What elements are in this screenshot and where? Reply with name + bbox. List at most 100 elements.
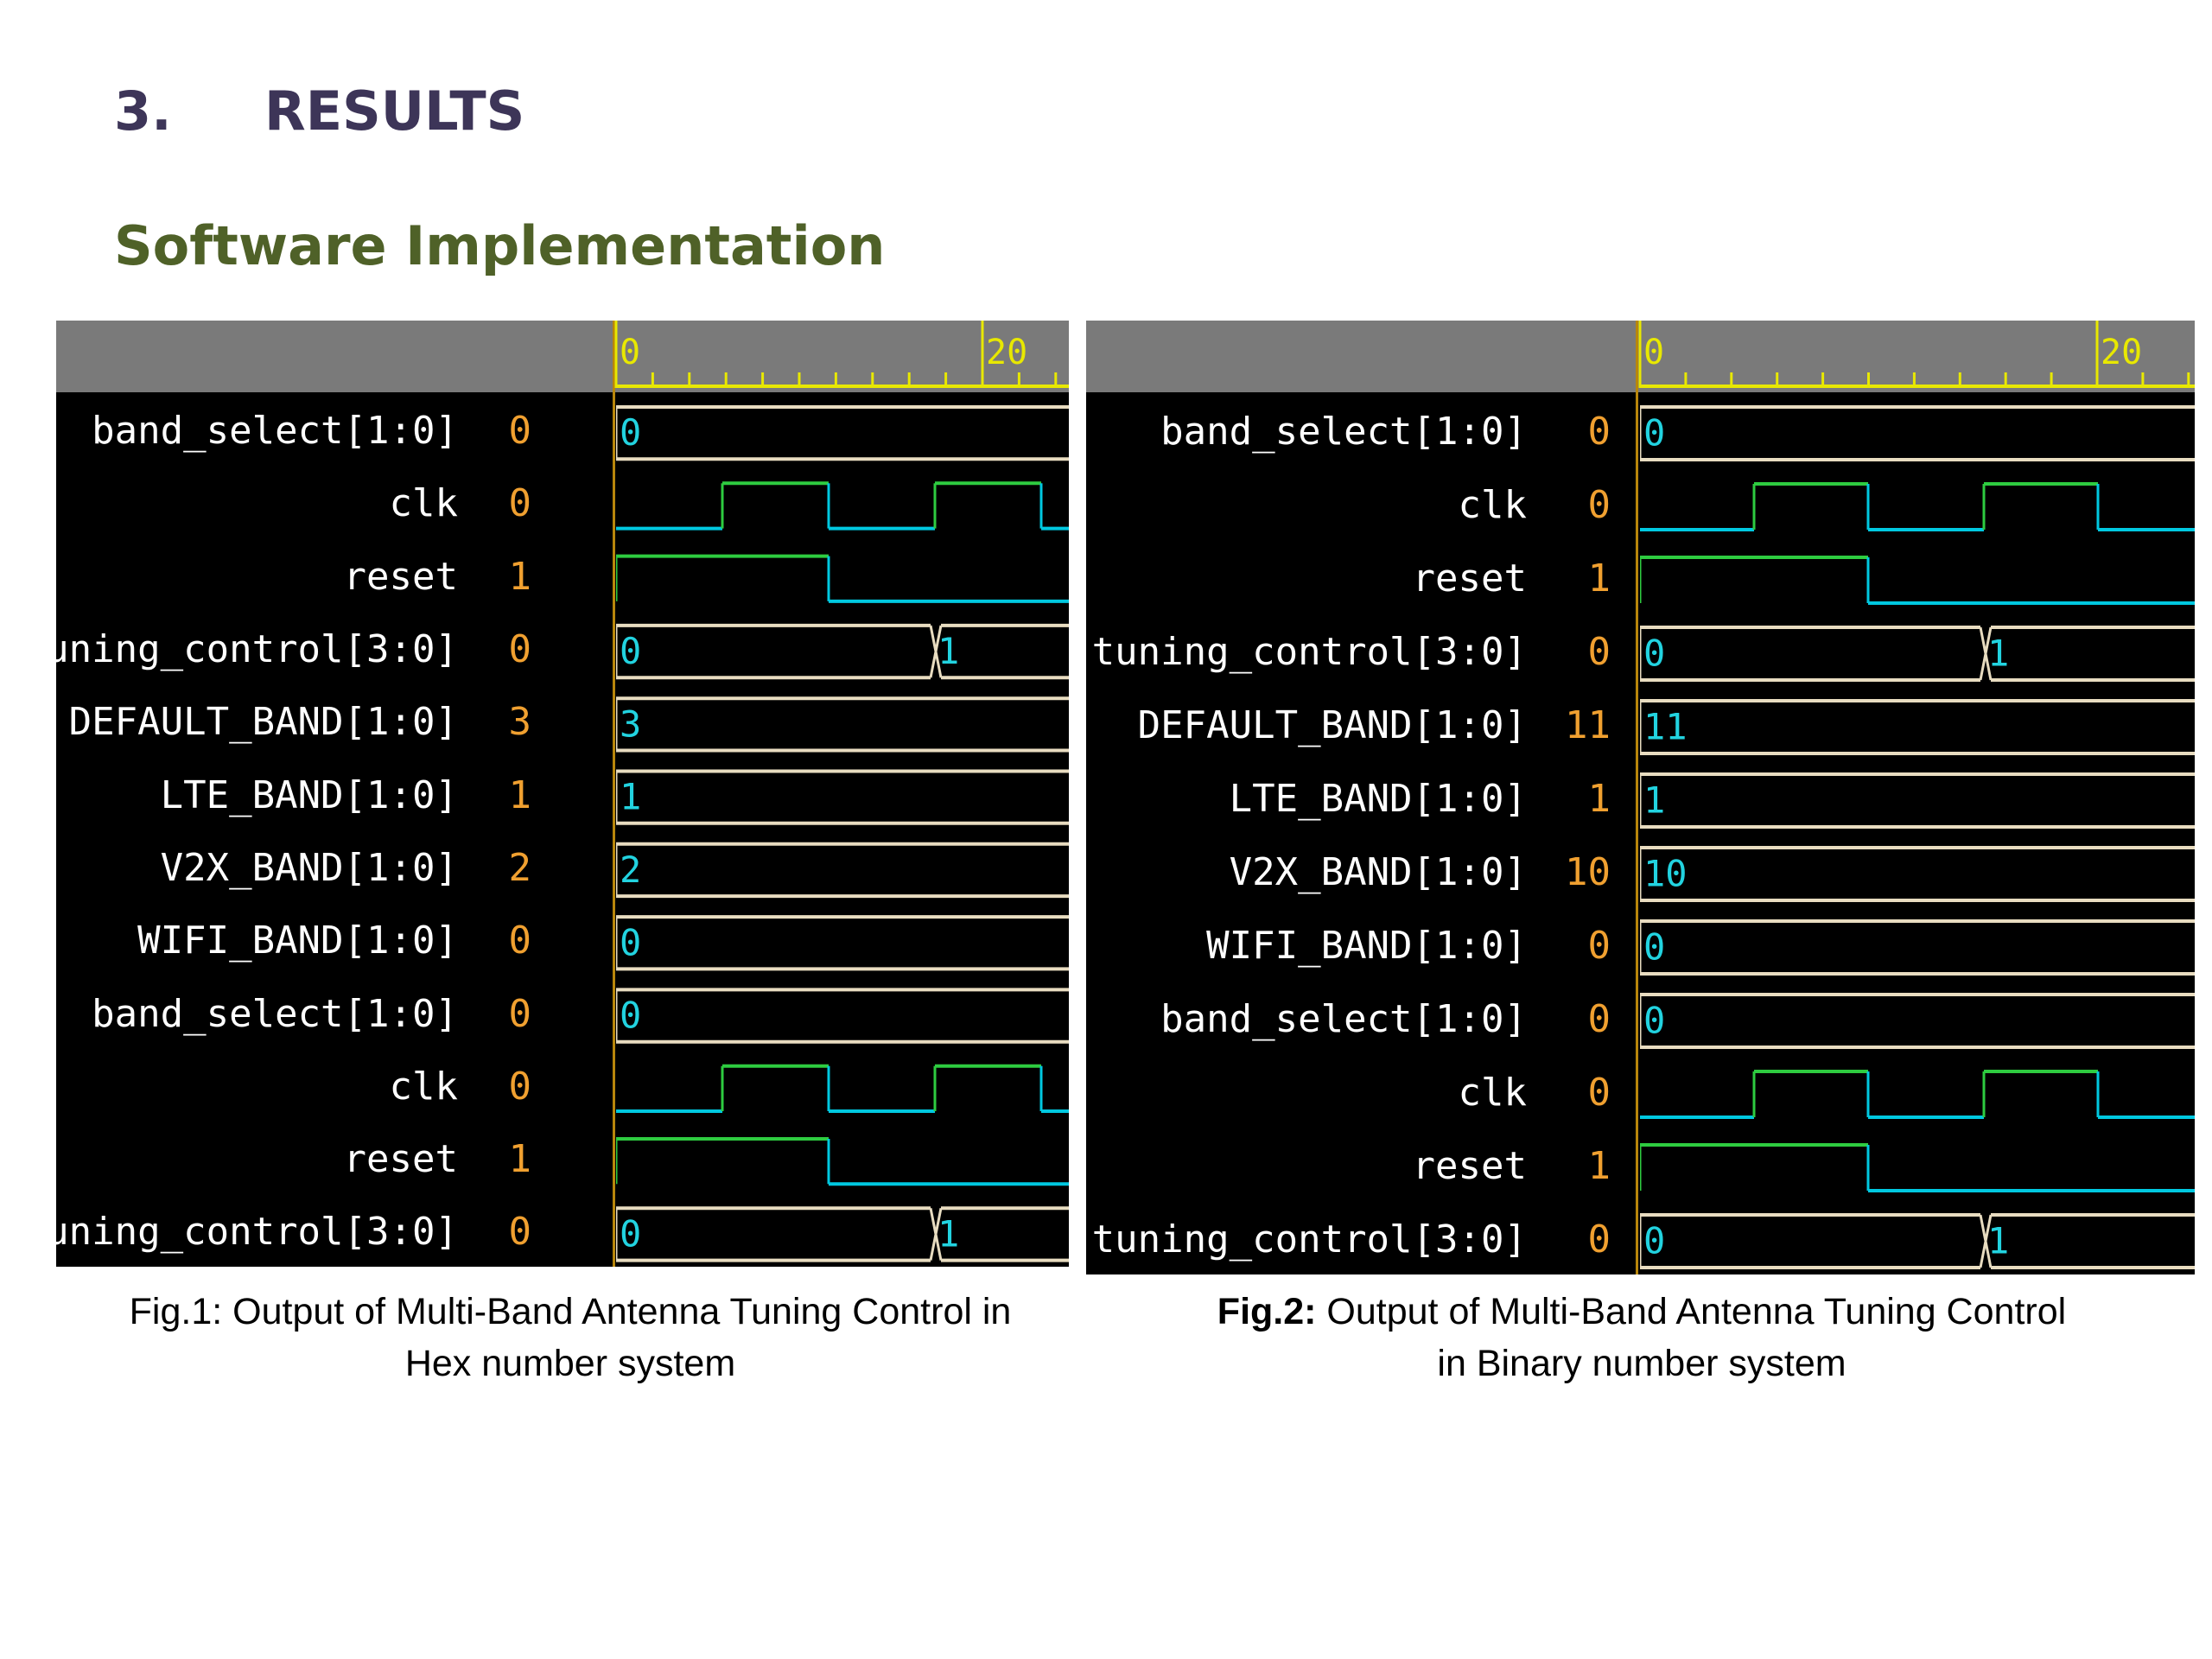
signal-name[interactable]: band_select[1:0] [92,991,458,1036]
signal-name[interactable]: band_select[1:0] [1160,996,1527,1041]
signal-name[interactable]: clk [389,1064,458,1109]
signal-value: 0 [508,1210,532,1255]
signal-name[interactable]: clk [1458,1070,1527,1115]
subsection-heading: Software Implementation [114,214,886,277]
signal-name[interactable]: tuning_control[3:0] [1091,629,1527,674]
bus-segment-value: 0 [620,411,641,454]
signal-name[interactable]: reset [1412,556,1527,601]
bus-segment-value: 0 [1643,412,1665,454]
figure-1-caption-line1-text: Output of Multi-Band Antenna Tuning Cont… [222,1291,1012,1332]
bus-transition [929,625,943,678]
signal-trace-clk [1640,482,2195,531]
signal-value: 0 [1587,1217,1611,1262]
waveform-panel-binary: 0 20 0 0 1 11 1 10 0 0 0 1 band_select[1:0] 0 clk 0 rese… [1086,321,2195,1274]
signal-value: 0 [1587,482,1611,527]
ruler-start-label: 0 [1643,333,1664,372]
bus-segment-value: 1 [938,1212,959,1255]
signal-value: 0 [508,409,532,454]
signal-trace-bus: 1 [1640,772,2195,829]
panel-divider [1636,321,1638,1274]
signal-trace-reset [1640,1143,2195,1192]
signal-value: 0 [1587,1070,1611,1115]
signal-trace-bus: 0 [616,405,1069,461]
bus-segment-value: 3 [620,702,641,745]
bus-segment-value: 0 [620,1212,641,1255]
time-ruler: 0 20 [1638,321,2195,388]
signal-name[interactable]: reset [1412,1143,1527,1188]
signal-name[interactable]: DEFAULT_BAND[1:0] [68,700,458,745]
signal-value: 1 [508,772,532,817]
signal-trace-bus: 3 [616,696,1069,753]
signal-value: 1 [508,1137,532,1182]
signal-name[interactable]: V2X_BAND[1:0] [160,845,458,890]
signal-name[interactable]: reset [343,1137,458,1182]
signal-name[interactable]: tuning_control[3:0] [56,627,458,672]
signal-name[interactable]: WIFI_BAND[1:0] [1206,923,1527,968]
bus-segment-value: 0 [620,995,641,1037]
signal-trace-clk [616,1064,1069,1113]
ruler-end-label: 20 [2101,333,2142,372]
signal-value: 1 [1587,556,1611,601]
signal-value: 0 [1587,996,1611,1041]
section-number: 3. [114,79,172,143]
signal-name[interactable]: band_select[1:0] [1160,409,1527,454]
signal-name[interactable]: clk [1458,482,1527,527]
bus-segment-value: 0 [1643,632,1665,675]
section-title: RESULTS [264,79,525,143]
signal-trace-bus: 0 [616,988,1069,1044]
figure-2-caption-line2: in Binary number system [1437,1343,1847,1384]
figure-2-caption: Fig.2: Output of Multi-Band Antenna Tuni… [1089,1286,2195,1389]
signal-name[interactable]: V2X_BAND[1:0] [1229,849,1527,894]
signal-value: 0 [508,1064,532,1109]
signal-trace-bus: 1 [616,769,1069,825]
signal-trace-bus: 10 [1640,846,2195,902]
ruler-start-label: 0 [620,333,640,372]
signal-trace-bus: 0 [1640,993,2195,1049]
figure-2-caption-line1-text: Output of Multi-Band Antenna Tuning Cont… [1316,1291,2067,1332]
signal-name[interactable]: tuning_control[3:0] [1091,1217,1527,1262]
figure-1-caption-line2: Hex number system [404,1343,736,1384]
signal-value: 3 [508,700,532,745]
bus-segment-value: 1 [1987,632,2009,675]
signal-value: 10 [1565,849,1611,894]
signal-trace-reset [616,1137,1069,1186]
signal-value: 2 [508,845,532,890]
signal-trace-bus: 2 [616,842,1069,899]
signal-value: 0 [508,627,532,672]
signal-name[interactable]: clk [389,481,458,526]
signal-name[interactable]: band_select[1:0] [92,409,458,454]
bus-segment-value: 11 [1643,706,1688,748]
figure-1-caption: Fig.1: Output of Multi-Band Antenna Tuni… [35,1286,1106,1389]
section-heading: 3. RESULTS [114,79,524,143]
bus-segment-value: 1 [938,630,959,672]
signal-value: 0 [1587,923,1611,968]
bus-transition [929,1208,943,1261]
figure-2-caption-label: Fig.2: [1217,1291,1317,1332]
bus-transition [1979,626,1993,681]
signal-trace-reset [616,554,1069,603]
signal-name[interactable]: tuning_control[3:0] [56,1210,458,1255]
bus-segment-value: 0 [620,921,641,963]
bus-segment-value: 0 [1643,1000,1665,1042]
bus-segment-value: 1 [620,776,641,818]
signal-name[interactable]: LTE_BAND[1:0] [1229,776,1527,821]
bus-segment-value: 0 [1643,1220,1665,1262]
bus-segment-value: 10 [1643,853,1688,895]
signal-value: 1 [1587,1143,1611,1188]
signal-trace-clk [616,481,1069,531]
signal-trace-bus: 0 [616,915,1069,971]
signal-value: 0 [508,481,532,526]
signal-value: 1 [508,554,532,599]
waveform-panel-hex: 0 20 0 0 1 3 1 2 0 0 0 1 band_select[1:0] 0 clk 0 reset 1… [56,321,1069,1267]
signal-trace-bus: 0 [1640,919,2195,976]
signal-name[interactable]: reset [343,554,458,599]
signal-name[interactable]: WIFI_BAND[1:0] [137,918,458,963]
signal-name[interactable]: DEFAULT_BAND[1:0] [1137,702,1527,747]
signal-name[interactable]: LTE_BAND[1:0] [160,772,458,817]
signal-trace-clk [1640,1070,2195,1119]
figure-1-caption-line1: Fig.1: [129,1291,223,1332]
